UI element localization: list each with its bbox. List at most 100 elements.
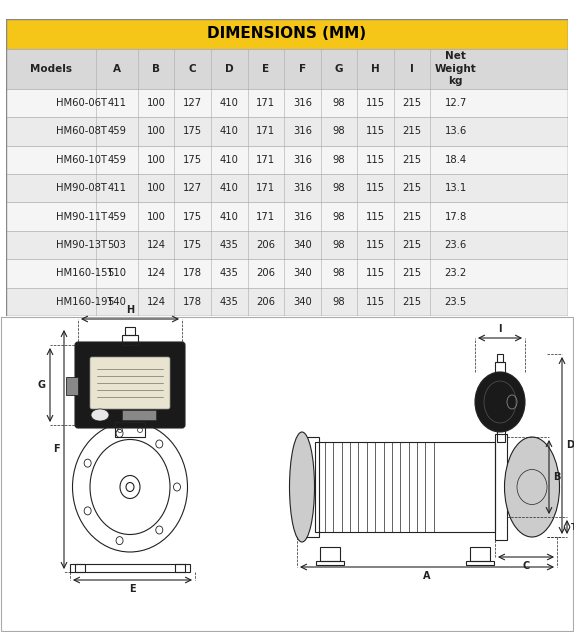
Text: 206: 206: [257, 240, 276, 250]
Text: 178: 178: [183, 297, 202, 307]
Text: 175: 175: [183, 155, 203, 165]
Text: 410: 410: [220, 212, 239, 222]
Bar: [6, 202, 568, 231]
Text: H: H: [371, 64, 380, 74]
Text: H: H: [126, 305, 134, 315]
Text: 23.6: 23.6: [445, 240, 467, 250]
Bar: [495, 362, 505, 372]
Text: A: A: [423, 571, 430, 581]
Text: A: A: [113, 64, 121, 74]
Ellipse shape: [475, 372, 525, 432]
Text: 115: 115: [366, 155, 385, 165]
Text: F: F: [53, 444, 60, 454]
Text: 340: 340: [293, 269, 312, 278]
Text: HM60-08T: HM60-08T: [56, 126, 107, 137]
Text: 171: 171: [257, 98, 276, 108]
Text: 115: 115: [366, 297, 385, 307]
Bar: [320, 547, 340, 561]
Text: E: E: [262, 64, 269, 74]
Text: 435: 435: [220, 269, 239, 278]
Text: 411: 411: [107, 183, 126, 193]
Text: 435: 435: [220, 240, 239, 250]
Text: 215: 215: [402, 126, 422, 137]
Text: 510: 510: [107, 269, 126, 278]
Text: 435: 435: [220, 297, 239, 307]
Ellipse shape: [91, 409, 109, 421]
Text: 410: 410: [220, 126, 239, 137]
Bar: [6, 288, 568, 316]
Text: 127: 127: [183, 183, 203, 193]
Text: 175: 175: [183, 126, 203, 137]
Text: HM90-08T: HM90-08T: [56, 183, 107, 193]
Text: 316: 316: [293, 155, 312, 165]
Bar: [6, 145, 568, 174]
Text: C: C: [522, 561, 530, 571]
Text: 98: 98: [333, 269, 346, 278]
Text: D: D: [225, 64, 234, 74]
Text: 316: 316: [293, 98, 312, 108]
Text: 23.5: 23.5: [445, 297, 467, 307]
Text: 98: 98: [333, 155, 346, 165]
Text: Models: Models: [30, 64, 72, 74]
FancyBboxPatch shape: [75, 342, 185, 428]
Text: 206: 206: [257, 297, 276, 307]
Text: 115: 115: [366, 183, 385, 193]
Text: 175: 175: [183, 240, 203, 250]
Ellipse shape: [289, 432, 315, 542]
Text: 540: 540: [107, 297, 126, 307]
Text: 316: 316: [293, 212, 312, 222]
Text: 175: 175: [183, 212, 203, 222]
Text: G: G: [335, 64, 343, 74]
Text: 410: 410: [220, 183, 239, 193]
Text: 12.7: 12.7: [445, 98, 467, 108]
Bar: [6, 117, 568, 145]
Bar: [115, 422, 145, 437]
Bar: [497, 354, 503, 362]
Text: 98: 98: [333, 183, 346, 193]
Text: 215: 215: [402, 155, 422, 165]
Bar: [122, 410, 156, 420]
Bar: [315, 442, 495, 532]
Text: 98: 98: [333, 297, 346, 307]
Text: T: T: [571, 523, 574, 532]
Bar: [297, 437, 319, 537]
Bar: [316, 561, 344, 565]
Text: 13.1: 13.1: [445, 183, 467, 193]
Text: Net
Weight
kg: Net Weight kg: [435, 51, 476, 86]
Text: 459: 459: [107, 155, 126, 165]
Text: 215: 215: [402, 183, 422, 193]
Bar: [495, 434, 507, 540]
Text: 100: 100: [147, 212, 166, 222]
Text: 411: 411: [107, 98, 126, 108]
Text: 215: 215: [402, 240, 422, 250]
Text: 100: 100: [147, 155, 166, 165]
Bar: [470, 547, 490, 561]
Text: 206: 206: [257, 269, 276, 278]
Bar: [122, 335, 138, 345]
Bar: [6, 259, 568, 288]
Text: 215: 215: [402, 98, 422, 108]
Text: 124: 124: [147, 297, 166, 307]
Text: 410: 410: [220, 98, 239, 108]
Text: 171: 171: [257, 155, 276, 165]
Text: 18.4: 18.4: [445, 155, 467, 165]
Text: 410: 410: [220, 155, 239, 165]
Bar: [466, 561, 494, 565]
Text: 100: 100: [147, 183, 166, 193]
Bar: [497, 430, 505, 442]
Text: 127: 127: [183, 98, 203, 108]
Text: I: I: [498, 324, 502, 334]
Text: D: D: [566, 441, 574, 451]
Text: I: I: [410, 64, 414, 74]
Text: 459: 459: [107, 126, 126, 137]
Text: G: G: [38, 380, 46, 390]
Bar: [125, 327, 135, 335]
Text: 100: 100: [147, 126, 166, 137]
Text: 178: 178: [183, 269, 202, 278]
Bar: [6, 19, 568, 49]
Text: 115: 115: [366, 240, 385, 250]
Text: HM160-15T: HM160-15T: [56, 269, 114, 278]
Text: 316: 316: [293, 126, 312, 137]
Text: 340: 340: [293, 297, 312, 307]
Text: F: F: [299, 64, 306, 74]
